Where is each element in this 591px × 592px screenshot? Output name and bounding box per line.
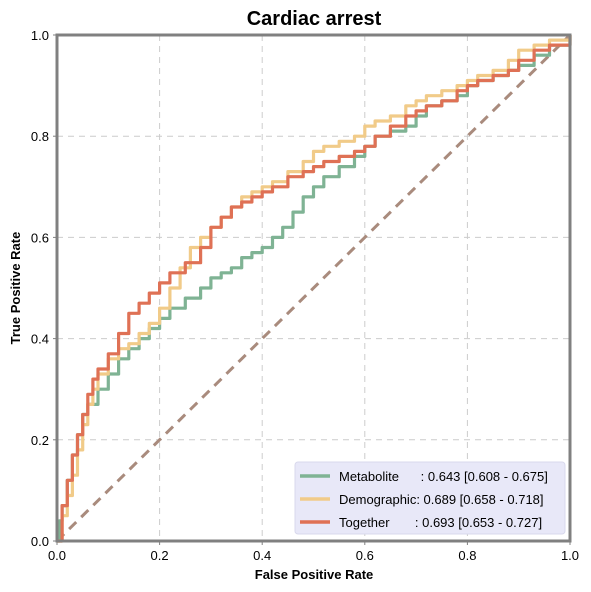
x-axis-label: False Positive Rate (255, 567, 374, 582)
chart-title: Cardiac arrest (247, 8, 382, 30)
y-tick-label: 0.2 (31, 433, 49, 448)
plot-frame (55, 33, 572, 543)
chance-reference-line (55, 33, 572, 543)
legend-label-metabolite: Metabolite : 0.643 [0.608 - 0.675] (339, 469, 548, 484)
x-tick-label: 1.0 (561, 548, 579, 563)
y-axis-label: True Positive Rate (8, 232, 23, 345)
x-tick-label: 0.4 (253, 548, 271, 563)
y-tick-label: 0.0 (31, 534, 49, 549)
x-tick-label: 0.2 (151, 548, 169, 563)
series-layer (57, 35, 572, 543)
legend-label-together: Together : 0.693 [0.653 - 0.727] (339, 515, 542, 530)
x-tick-label: 0.8 (458, 548, 476, 563)
y-ticks: 0.0 0.2 0.4 0.6 0.8 1.0 (31, 28, 57, 549)
y-tick-label: 0.6 (31, 230, 49, 245)
x-tick-label: 0.6 (356, 548, 374, 563)
y-tick-label: 0.4 (31, 332, 49, 347)
x-tick-label: 0.0 (48, 548, 66, 563)
roc-line-together (57, 35, 572, 543)
legend: Metabolite : 0.643 [0.608 - 0.675] Demogr… (294, 461, 566, 535)
y-tick-label: 1.0 (31, 28, 49, 43)
roc-line-metabolite (57, 35, 572, 543)
legend-box (294, 461, 566, 535)
legend-label-demographic: Demographic: 0.689 [0.658 - 0.718] (339, 492, 544, 507)
x-ticks: 0.0 0.2 0.4 0.6 0.8 1.0 (48, 541, 579, 563)
reference-line-layer (55, 33, 572, 543)
y-tick-label: 0.8 (31, 129, 49, 144)
